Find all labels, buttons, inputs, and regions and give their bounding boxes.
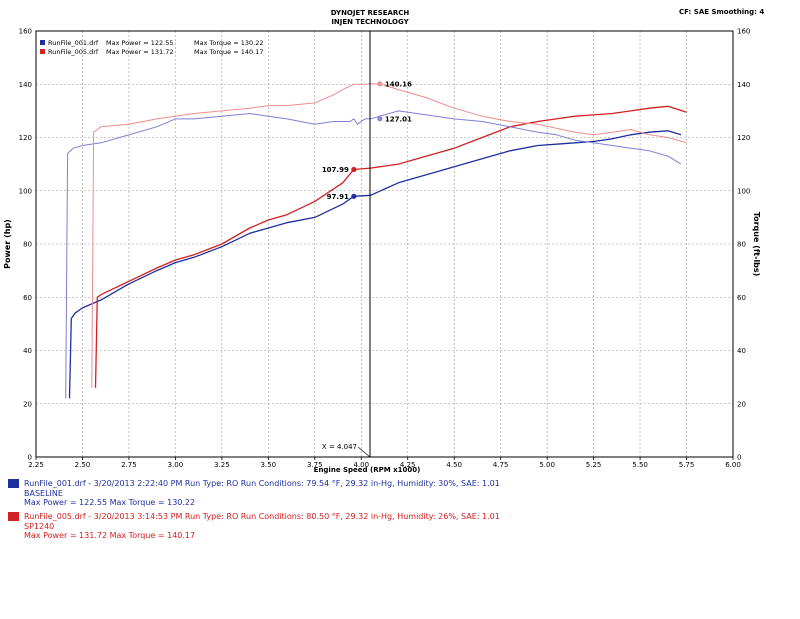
chart-title-line2: INJEN TECHNOLOGY xyxy=(331,18,409,26)
x-tick-label: 5.25 xyxy=(586,461,602,469)
series-line-power-run2 xyxy=(94,105,687,388)
y2-tick-label: 60 xyxy=(737,294,746,302)
legend-file: RunFile_005.drf xyxy=(48,48,99,56)
y2-tick-label: 20 xyxy=(737,400,746,408)
legend-swatch xyxy=(40,49,45,54)
x-tick-label: 3.00 xyxy=(168,461,184,469)
y2-tick-label: 80 xyxy=(737,241,746,249)
x-tick-label: 2.25 xyxy=(28,461,44,469)
y-tick-label: 80 xyxy=(23,241,32,249)
legend-max-power: Max Power = 122.55 xyxy=(106,39,173,47)
y2-tick-label: 0 xyxy=(737,454,741,462)
run1-color-swatch xyxy=(8,479,19,488)
axis-ticks: 2.25 2.50 2.75 3.00 3.25 3.50 3.75 4.00 4.25 4.50… xyxy=(19,28,751,470)
x-tick-label: 3.75 xyxy=(307,461,323,469)
y2-axis-label: Torque (ft-lbs) xyxy=(752,212,761,277)
chart-grid xyxy=(36,31,733,457)
marker-dot xyxy=(351,166,357,173)
marker-dot xyxy=(377,116,383,122)
legend-swatch xyxy=(40,40,45,45)
correction-smoothing-label: CF: SAE Smoothing: 4 xyxy=(679,8,765,16)
chart-title-line1: DYNOJET RESEARCH xyxy=(330,9,410,17)
x-tick-label: 6.00 xyxy=(725,461,741,469)
marker-label: 127.01 xyxy=(385,115,412,123)
y-tick-label: 40 xyxy=(23,347,32,355)
y2-tick-label: 120 xyxy=(737,134,750,142)
cursor-label: X = 4.047 xyxy=(322,443,357,451)
x-tick-label: 4.75 xyxy=(493,461,509,469)
y-tick-label: 160 xyxy=(19,28,32,36)
run1-stats: Max Power = 122.55 Max Torque = 130.22 xyxy=(24,498,196,507)
run2-color-swatch xyxy=(8,512,19,521)
series-line-power-run1 xyxy=(68,130,682,399)
y-tick-label: 20 xyxy=(23,400,32,408)
run2-name: SP1240 xyxy=(24,522,55,531)
legend-max-power: Max Power = 131.72 xyxy=(106,48,173,56)
marker-label: 107.99 xyxy=(322,166,349,174)
y2-tick-label: 160 xyxy=(737,28,750,36)
y-tick-label: 0 xyxy=(28,454,32,462)
y-tick-label: 60 xyxy=(23,294,32,302)
cursor-layer: X = 4.047 xyxy=(322,31,371,458)
plot-frame xyxy=(35,30,734,458)
marker-label: 140.16 xyxy=(385,80,412,88)
x-tick-label: 5.50 xyxy=(632,461,648,469)
x-tick-label: 2.50 xyxy=(75,461,91,469)
marker-label: 97.91 xyxy=(327,193,349,201)
legend-max-torque: Max Torque = 140.17 xyxy=(194,48,263,56)
y-axis-label: Power (hp) xyxy=(3,219,12,269)
x-tick-label: 4.50 xyxy=(446,461,462,469)
run2-info-line: RunFile_005.drf - 3/20/2013 3:14:53 PM R… xyxy=(24,512,500,521)
x-tick-label: 2.75 xyxy=(121,461,137,469)
x-tick-label: 3.25 xyxy=(214,461,230,469)
y-tick-label: 100 xyxy=(19,187,32,195)
y2-tick-label: 40 xyxy=(737,347,746,355)
legend: RunFile_001.drf Max Power = 122.55 Max Tor… xyxy=(40,39,263,56)
legend-max-torque: Max Torque = 130.22 xyxy=(194,39,263,47)
cursor-leader xyxy=(357,446,371,458)
x-tick-label: 5.75 xyxy=(679,461,695,469)
y-tick-label: 140 xyxy=(19,81,32,89)
series-line-torque-run2 xyxy=(91,83,687,388)
x-tick-label: 4.00 xyxy=(353,461,369,469)
dyno-chart: 2.25 2.50 2.75 3.00 3.25 3.50 3.75 4.00 4.25 4.50… xyxy=(3,28,761,475)
legend-file: RunFile_001.drf xyxy=(48,39,99,47)
x-tick-label: 3.50 xyxy=(261,461,277,469)
run2-stats: Max Power = 131.72 Max Torque = 140.17 xyxy=(24,531,196,540)
marker-dot xyxy=(377,81,383,87)
x-tick-label: 4.25 xyxy=(400,461,416,469)
y2-tick-label: 140 xyxy=(737,81,750,89)
x-axis-label: Engine Speed (RPM x1000) xyxy=(314,466,421,474)
run1-info-line: RunFile_001.drf - 3/20/2013 2:22:40 PM R… xyxy=(24,479,500,488)
marker-dot xyxy=(351,193,357,199)
marker-layer: 140.16 127.01 107.99 97.91 xyxy=(322,80,412,200)
series-line-torque-run1 xyxy=(65,110,682,399)
y2-tick-label: 100 xyxy=(737,187,750,195)
y-tick-label: 120 xyxy=(19,134,32,142)
run1-name: BASELINE xyxy=(24,489,63,498)
x-tick-label: 5.00 xyxy=(539,461,555,469)
